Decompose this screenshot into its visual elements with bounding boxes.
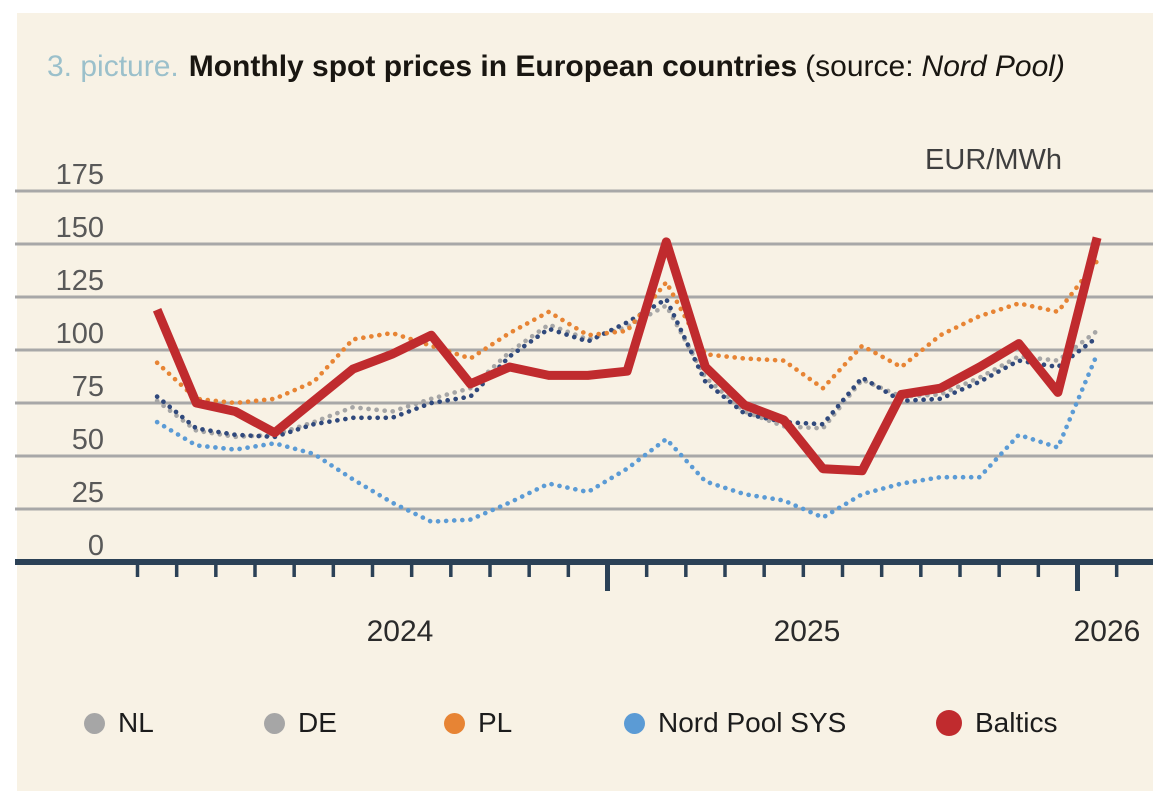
legend-label: Baltics — [975, 707, 1058, 738]
source-prefix: (source: — [805, 50, 914, 83]
legend-item-pl: PL — [444, 706, 512, 740]
nord-pool-sys-legend-marker-icon — [624, 712, 645, 734]
y-axis-tick-label: 25 — [72, 477, 104, 509]
source-name: Nord Pool) — [921, 50, 1065, 83]
legend-label: DE — [298, 707, 337, 738]
y-axis-tick-label: 50 — [72, 424, 104, 456]
x-axis-year-label: 2025 — [774, 615, 841, 648]
figure-title-text: Monthly spot prices in European countrie… — [188, 50, 798, 83]
series-line-pl — [154, 258, 1100, 406]
legend-label: NL — [118, 707, 154, 738]
legend-item-de: DE — [264, 706, 337, 740]
y-axis-tick-label: 150 — [56, 212, 104, 244]
figure-number: 3. picture. — [47, 50, 179, 83]
y-axis-tick-label: 125 — [56, 265, 104, 297]
series-line-nord-pool-sys — [154, 351, 1100, 525]
series-line-de — [154, 296, 1100, 440]
y-axis-tick-label: 175 — [56, 159, 104, 191]
y-axis-tick-label: 100 — [56, 318, 104, 350]
legend-label: PL — [478, 707, 513, 738]
x-axis-year-label: 2024 — [367, 615, 434, 648]
de-legend-marker-icon — [264, 712, 285, 734]
pl-legend-marker-icon — [444, 712, 465, 734]
y-axis-unit-label: EUR/MWh — [925, 144, 1062, 176]
nl-legend-marker-icon — [84, 712, 105, 734]
series-line-baltics — [152, 236, 1102, 476]
legend-item-baltics: Baltics — [936, 706, 1057, 740]
legend: NL DE PL Nord Pool SYS Baltics — [0, 706, 1169, 742]
legend-item-nord-pool-sys: Nord Pool SYS — [624, 706, 846, 740]
y-axis-tick-label: 0 — [88, 530, 104, 562]
legend-item-nl: NL — [84, 706, 154, 740]
y-axis-tick-label: 75 — [72, 371, 104, 403]
legend-label: Nord Pool SYS — [658, 707, 847, 738]
baltics-legend-marker-icon — [936, 710, 962, 736]
chart-title: 3. picture. Monthly spot prices in Europe… — [47, 50, 1065, 84]
x-axis-year-label: 2026 — [1074, 615, 1141, 648]
